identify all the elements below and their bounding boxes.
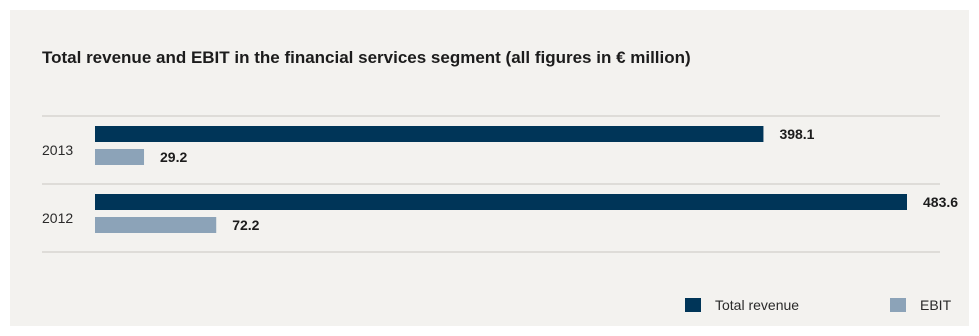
data-label-ebit-2012: 72.2: [232, 217, 259, 233]
category-label-2013: 2013: [42, 142, 73, 158]
chart-title: Total revenue and EBIT in the financial …: [42, 48, 691, 67]
bar-ebit-2012: [95, 217, 217, 233]
legend-item-ebit: EBIT: [890, 297, 951, 313]
data-label-ebit-2013: 29.2: [160, 149, 187, 165]
bar-total-revenue-2012: [95, 194, 907, 210]
legend-swatch-ebit: [890, 298, 906, 312]
chart-panel: Total revenue and EBIT in the financial …: [10, 10, 969, 326]
bar-total-revenue-2013: [95, 126, 764, 142]
legend-item-total-revenue: Total revenue: [685, 297, 799, 313]
legend-label-total-revenue: Total revenue: [715, 297, 800, 313]
legend-label-ebit: EBIT: [920, 297, 952, 313]
legend-swatch-total-revenue: [685, 298, 701, 312]
chart-canvas: 2013 398.1 29.2 2012 483.6 72.2: [42, 115, 958, 253]
data-label-total-revenue-2012: 483.6: [923, 194, 958, 210]
category-label-2012: 2012: [42, 210, 73, 226]
bar-ebit-2013: [95, 149, 145, 165]
data-label-total-revenue-2013: 398.1: [779, 126, 814, 142]
